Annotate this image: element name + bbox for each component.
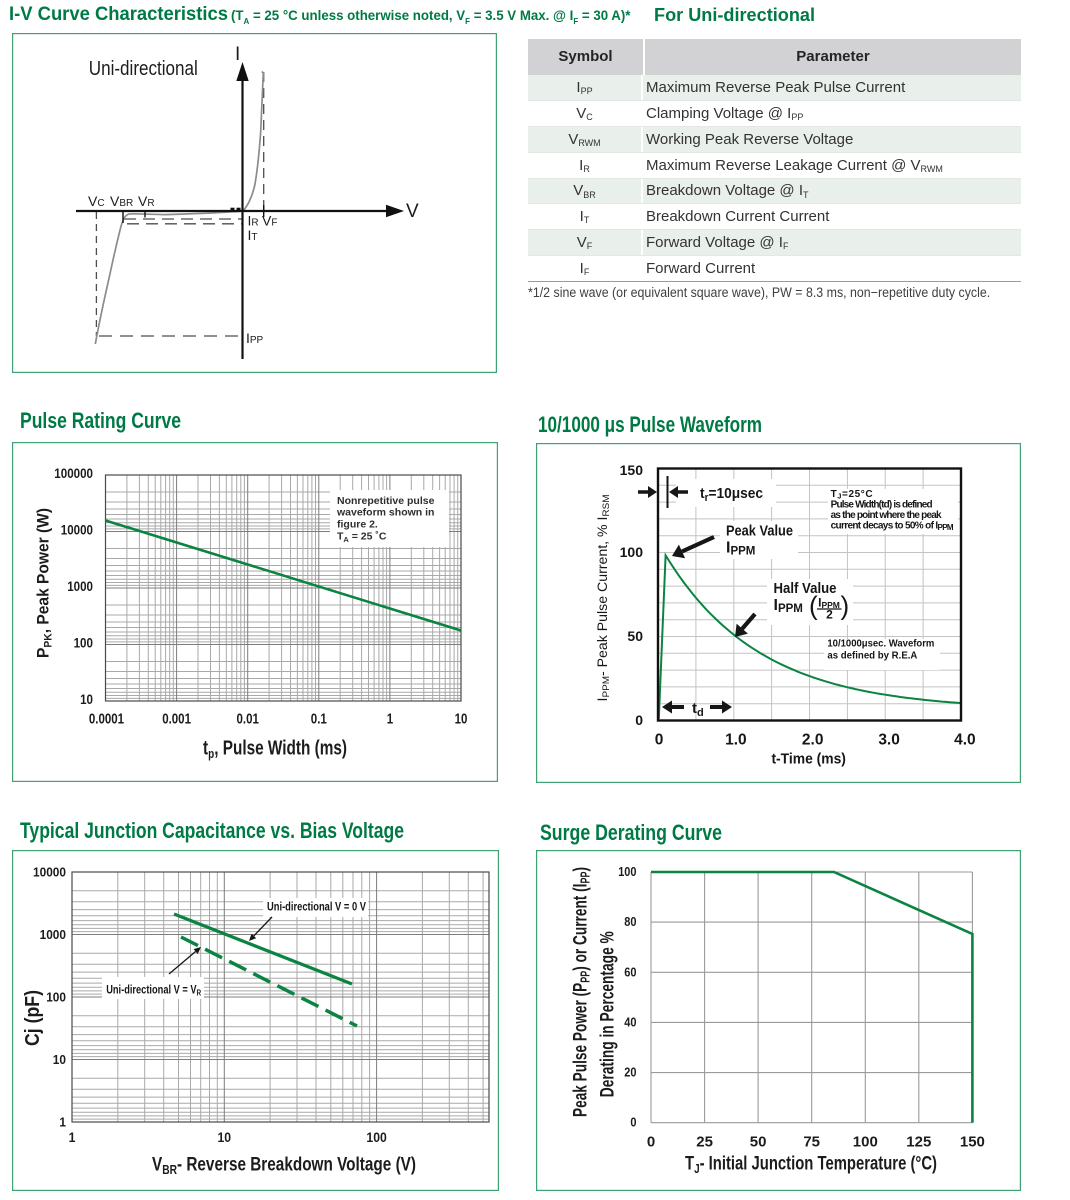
svg-text:20: 20 — [624, 1066, 636, 1080]
svg-text:tp, Pulse Width (ms): tp, Pulse Width (ms) — [203, 738, 347, 762]
svg-text:Uni-directional: Uni-directional — [89, 58, 198, 80]
svg-text:tr=10μsec: tr=10μsec — [700, 485, 763, 504]
svg-text:1000: 1000 — [67, 579, 93, 594]
svg-text:1.0: 1.0 — [725, 732, 747, 749]
svg-text:t-Time (ms): t-Time (ms) — [771, 750, 846, 767]
svg-text:TA = 25 ˚C: TA = 25 ˚C — [337, 531, 387, 545]
svg-text:IT: IT — [248, 227, 258, 243]
svg-text:40: 40 — [624, 1015, 636, 1029]
svg-text:Peak Pulse Power (PPP) or Curr: Peak Pulse Power (PPP) or Current (IPP) — [571, 867, 593, 1117]
svg-text:(: ( — [809, 591, 818, 621]
svg-text:PPK, Peak Power (W): PPK, Peak Power (W) — [35, 508, 55, 658]
svg-text:TJ- Initial Junction Temperatu: TJ- Initial Junction Temperature (°C) — [685, 1153, 937, 1177]
svg-text:current decays to 50% of IPPM: current decays to 50% of IPPM — [831, 521, 954, 533]
svg-text:Cj (pF): Cj (pF) — [22, 990, 44, 1046]
svg-text:Uni-directional V = VR: Uni-directional V = VR — [106, 985, 201, 998]
svg-text:IPPM- Peak Pulse Current, % IR: IPPM- Peak Pulse Current, % IRSM — [595, 494, 612, 701]
svg-text:1: 1 — [59, 1115, 66, 1130]
svg-text:figure 2.: figure 2. — [337, 519, 378, 531]
svg-text:V: V — [406, 201, 419, 222]
svg-text:100: 100 — [366, 1129, 387, 1145]
svg-text:60: 60 — [624, 965, 636, 979]
svg-text:Uni-directional V = 0 V: Uni-directional V = 0 V — [267, 902, 366, 914]
svg-text:Peak Value: Peak Value — [726, 524, 793, 540]
svg-text:I: I — [235, 44, 240, 65]
svg-text:0: 0 — [630, 1116, 636, 1130]
svg-text:IR: IR — [248, 213, 259, 229]
svg-text:Nonrepetitive pulse: Nonrepetitive pulse — [337, 495, 435, 507]
svg-text:10: 10 — [218, 1129, 232, 1145]
svg-text:80: 80 — [624, 915, 636, 929]
svg-text:0.01: 0.01 — [237, 711, 259, 728]
svg-text:0: 0 — [635, 712, 643, 728]
svg-text:10: 10 — [53, 1052, 66, 1067]
svg-text:10000: 10000 — [61, 523, 93, 538]
svg-text:100: 100 — [618, 865, 636, 879]
svg-text:125: 125 — [906, 1133, 931, 1150]
svg-text:10: 10 — [455, 711, 468, 728]
svg-text:3.0: 3.0 — [878, 732, 900, 749]
svg-text:100: 100 — [46, 990, 66, 1005]
svg-text:100000: 100000 — [54, 466, 93, 481]
svg-text:): ) — [841, 591, 850, 621]
svg-text:100: 100 — [853, 1133, 878, 1150]
svg-text:2: 2 — [826, 608, 833, 622]
svg-text:50: 50 — [627, 628, 643, 644]
svg-text:as the point where the peak: as the point where the peak — [831, 510, 942, 521]
svg-text:0: 0 — [655, 732, 664, 749]
svg-text:1: 1 — [69, 1129, 76, 1145]
svg-text:10000: 10000 — [33, 865, 66, 880]
svg-text:IPPM: IPPM — [818, 596, 840, 611]
svg-text:150: 150 — [620, 462, 644, 478]
svg-text:Half Value: Half Value — [774, 581, 837, 597]
svg-text:VBR- Reverse Breakdown Voltage: VBR- Reverse Breakdown Voltage (V) — [152, 1153, 416, 1177]
svg-text:Derating in Percentage %: Derating in Percentage % — [598, 931, 619, 1097]
svg-text:waveform shown in: waveform shown in — [336, 507, 434, 519]
svg-text:10: 10 — [80, 692, 93, 707]
svg-text:4.0: 4.0 — [954, 732, 976, 749]
svg-text:150: 150 — [960, 1133, 985, 1150]
svg-text:25: 25 — [696, 1133, 713, 1150]
svg-text:100: 100 — [74, 636, 93, 651]
svg-text:75: 75 — [803, 1133, 820, 1150]
svg-text:1000: 1000 — [40, 927, 66, 942]
svg-text:10/1000μsec. Waveform: 10/1000μsec. Waveform — [827, 639, 934, 650]
svg-text:100: 100 — [620, 544, 644, 560]
svg-text:as defined by R.E.A: as defined by R.E.A — [827, 651, 917, 662]
svg-text:0: 0 — [647, 1133, 655, 1150]
svg-text:0.1: 0.1 — [311, 711, 327, 728]
svg-text:td: td — [692, 700, 704, 719]
svg-text:50: 50 — [750, 1133, 767, 1150]
svg-text:1: 1 — [387, 711, 393, 728]
svg-text:2.0: 2.0 — [802, 732, 824, 749]
svg-text:0.0001: 0.0001 — [89, 711, 124, 728]
svg-text:0.001: 0.001 — [162, 711, 191, 728]
svg-text:TJ=25°C: TJ=25°C — [831, 489, 873, 501]
svg-text:Pulse Width(td) is defined: Pulse Width(td) is defined — [831, 500, 933, 511]
